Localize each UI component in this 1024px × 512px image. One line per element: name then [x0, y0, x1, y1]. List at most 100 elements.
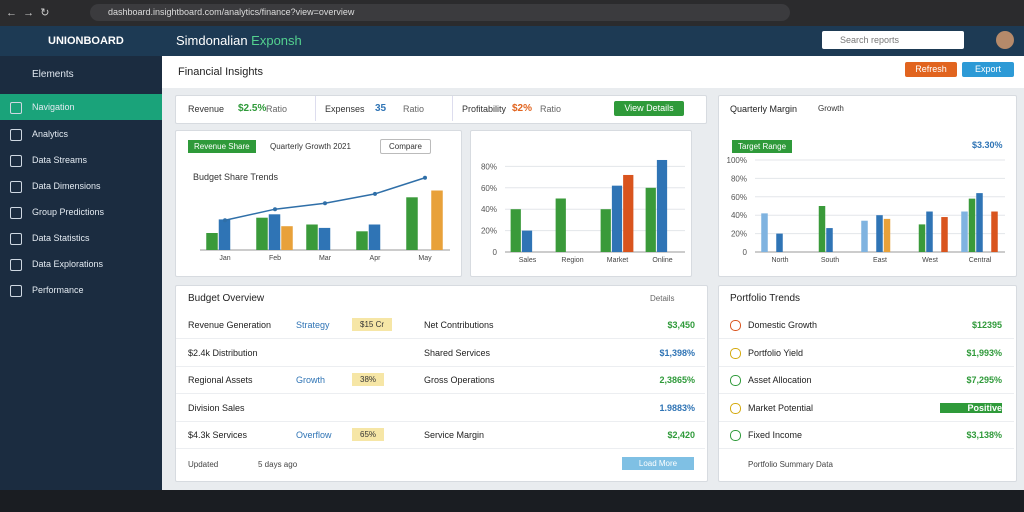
chart-title: Budget Share Trends — [193, 172, 279, 182]
y-tick-label: 40% — [481, 205, 497, 214]
tab-label[interactable]: Expenses — [325, 104, 365, 114]
footer-right: 5 days ago — [258, 460, 298, 469]
sidebar-icon — [10, 181, 22, 193]
url: dashboard.insightboard.com/analytics/fin… — [108, 7, 355, 17]
footer-left: Updated — [188, 460, 219, 469]
x-tick-label: Central — [969, 257, 992, 264]
title-bar — [162, 56, 1024, 88]
sidebar-icon — [10, 155, 22, 167]
budget-card — [175, 285, 708, 482]
sidebar-icon — [10, 102, 22, 114]
bar — [611, 185, 623, 252]
bar — [431, 190, 443, 250]
row-line — [719, 448, 1014, 449]
y-tick-label: 0 — [493, 248, 498, 257]
x-tick-label: South — [821, 257, 839, 264]
row-value: Positive — [940, 402, 1002, 413]
app-title-main: Simdonalian — [176, 33, 248, 48]
action-button[interactable]: Export — [962, 62, 1014, 77]
y-tick-label: 20% — [481, 227, 497, 236]
tab-value: $2% — [512, 103, 533, 114]
row-line — [176, 448, 705, 449]
x-tick-label: East — [873, 257, 887, 264]
row-label: Regional Assets — [188, 375, 253, 385]
row-value: $3,450 — [667, 320, 695, 330]
y-tick-label: 40% — [731, 211, 747, 220]
bar — [600, 209, 611, 252]
trend-point — [423, 175, 427, 180]
card-title: Portfolio Trends — [730, 293, 801, 304]
row-value: $1,398% — [659, 347, 695, 358]
tab-button[interactable]: View Details — [614, 101, 684, 116]
action-button[interactable]: Refresh — [905, 62, 957, 77]
x-tick-label: Mar — [319, 255, 332, 262]
trend-point — [373, 191, 377, 196]
bar — [941, 217, 948, 252]
tab-divider — [315, 96, 316, 121]
row-label: Fixed Income — [748, 430, 803, 440]
footer-text: Portfolio Summary Data — [748, 460, 833, 469]
trend-line — [224, 177, 426, 221]
row-label: Domestic Growth — [748, 320, 818, 330]
row-line — [176, 420, 705, 422]
sidebar-icon — [10, 129, 22, 141]
sidebar-item[interactable]: Performance — [32, 285, 84, 295]
row-label: Revenue Generation — [188, 320, 272, 330]
sidebar-item[interactable]: Navigation — [32, 102, 75, 112]
bar — [356, 231, 368, 250]
bar — [961, 211, 968, 252]
bar — [268, 214, 281, 250]
chart-tag: Revenue Share — [188, 140, 256, 153]
tab-divider — [452, 96, 453, 121]
sidebar-section: Elements — [32, 69, 74, 80]
sidebar-icon — [10, 233, 22, 245]
sidebar-item[interactable]: Data Streams — [32, 155, 88, 165]
y-tick-label: 100% — [727, 156, 747, 165]
bar — [918, 224, 926, 252]
tab-value: $2.5% — [238, 103, 267, 114]
sidebar-icon — [10, 259, 22, 271]
row-line — [719, 420, 1014, 422]
x-tick-label: Apr — [370, 255, 382, 262]
row-line — [176, 393, 705, 394]
x-tick-label: Sales — [519, 257, 537, 264]
row-right-label: Net Contributions — [424, 320, 494, 330]
row-icon — [730, 430, 741, 441]
x-tick-label: West — [922, 257, 938, 264]
tab-label[interactable]: Revenue — [188, 104, 225, 114]
x-tick-label: North — [771, 257, 788, 264]
chart-button[interactable]: Compare — [380, 139, 431, 154]
search-text: Search reports — [840, 35, 900, 45]
bar — [926, 211, 933, 252]
bar — [555, 198, 566, 252]
bar — [406, 197, 418, 250]
portfolio-card — [718, 285, 1017, 482]
tab-value: 35 — [375, 103, 387, 114]
row-badge: 38% — [352, 373, 385, 386]
url-box[interactable] — [90, 4, 790, 21]
tab-note: Ratio — [403, 104, 425, 114]
sidebar-item[interactable]: Data Statistics — [32, 233, 90, 243]
card-action[interactable]: Details — [650, 294, 675, 303]
row-right-label: Shared Services — [424, 347, 491, 358]
sidebar-item[interactable]: Data Explorations — [32, 259, 104, 269]
card-title: Budget Overview — [188, 293, 265, 304]
bar — [976, 193, 983, 252]
sidebar-item[interactable]: Analytics — [32, 129, 69, 139]
row-label: Asset Allocation — [748, 375, 812, 385]
row-line — [719, 393, 1014, 394]
bar — [318, 227, 331, 250]
tab-label[interactable]: Profitability — [462, 104, 507, 114]
row-icon — [730, 347, 741, 359]
row-label: Division Sales — [188, 402, 245, 413]
footer-button[interactable]: Load More — [622, 457, 694, 470]
avatar[interactable] — [996, 31, 1014, 49]
search[interactable] — [822, 31, 964, 49]
bar — [206, 233, 218, 250]
bar — [776, 233, 783, 252]
bar — [818, 206, 826, 252]
row-badge: $15 Cr — [352, 318, 393, 331]
sidebar-item[interactable]: Group Predictions — [32, 207, 105, 217]
sidebar-item[interactable]: Data Dimensions — [32, 181, 101, 191]
